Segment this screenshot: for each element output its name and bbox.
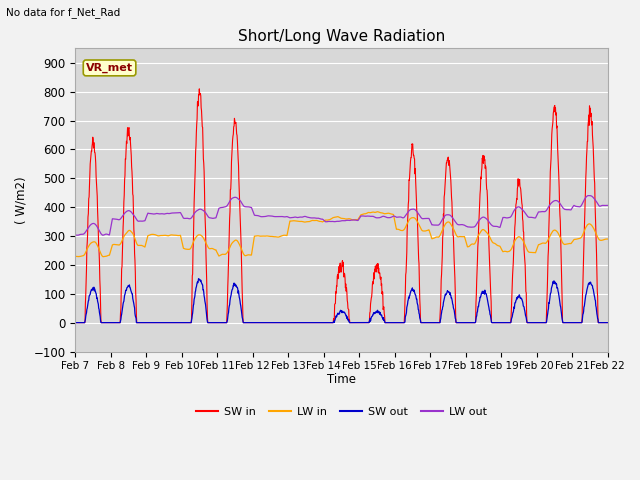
LW in xyxy=(604,236,611,242)
SW out xyxy=(177,320,185,325)
Line: LW in: LW in xyxy=(76,212,607,257)
LW out xyxy=(424,216,432,221)
LW in xyxy=(99,254,107,260)
Legend: SW in, LW in, SW out, LW out: SW in, LW in, SW out, LW out xyxy=(191,403,492,421)
X-axis label: Time: Time xyxy=(327,372,356,385)
LW in xyxy=(250,238,257,244)
Line: LW out: LW out xyxy=(76,196,607,235)
SW in xyxy=(250,320,257,325)
SW in xyxy=(604,320,611,325)
LW in xyxy=(177,236,185,241)
SW in xyxy=(177,320,185,325)
SW out xyxy=(72,320,79,325)
LW in xyxy=(72,253,79,259)
Title: Short/Long Wave Radiation: Short/Long Wave Radiation xyxy=(238,29,445,44)
SW in xyxy=(72,320,79,325)
LW out xyxy=(494,224,502,229)
SW out xyxy=(424,320,432,325)
SW out xyxy=(494,320,502,325)
SW out xyxy=(541,320,548,325)
SW out xyxy=(604,320,611,325)
LW out xyxy=(250,210,257,216)
Line: SW in: SW in xyxy=(76,89,607,323)
SW in xyxy=(195,86,203,92)
Text: VR_met: VR_met xyxy=(86,63,133,73)
LW out xyxy=(584,193,592,199)
SW in xyxy=(494,320,502,325)
SW out xyxy=(190,301,198,307)
LW in xyxy=(190,238,198,243)
SW out xyxy=(195,276,202,282)
LW out xyxy=(74,232,81,238)
LW out xyxy=(177,211,185,217)
SW in xyxy=(541,320,548,325)
SW in xyxy=(190,219,198,225)
SW in xyxy=(424,320,432,325)
Line: SW out: SW out xyxy=(76,279,607,323)
Y-axis label: ( W/m2): ( W/m2) xyxy=(15,176,28,224)
LW out xyxy=(541,209,548,215)
LW out xyxy=(190,211,198,216)
LW in xyxy=(374,209,381,215)
LW in xyxy=(541,240,549,246)
Text: No data for f_Net_Rad: No data for f_Net_Rad xyxy=(6,7,121,18)
LW in xyxy=(425,227,433,233)
LW out xyxy=(604,203,611,208)
LW out xyxy=(72,232,79,238)
LW in xyxy=(494,243,502,249)
SW out xyxy=(250,320,257,325)
